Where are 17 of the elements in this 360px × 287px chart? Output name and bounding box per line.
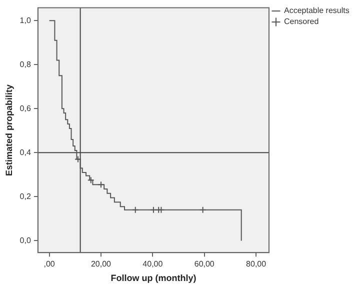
x-tick-label: 60,00 [194,260,215,269]
y-tick-label: 0,0 [20,236,32,245]
point [74,156,82,163]
x-tick-label: 20,00 [90,260,112,269]
x-tick-label: 40,00 [142,260,164,269]
y-tick-label: 0,4 [20,148,32,157]
y-tick-label: 0,8 [20,60,32,69]
y-tick-label: 0,2 [20,192,32,201]
legend-label: Censored [284,17,319,26]
legend-label: Acceptable results [284,6,350,16]
y-axis-title: Estimated propability [4,84,14,176]
x-tick-label: ,00 [44,260,56,269]
x-axis-title: Follow up (monthly) [110,273,196,284]
y-tick-label: 1,0 [20,16,32,25]
y-tick-label: 0,6 [20,104,32,113]
x-tick-label: 80,00 [246,260,267,269]
point [87,176,94,184]
